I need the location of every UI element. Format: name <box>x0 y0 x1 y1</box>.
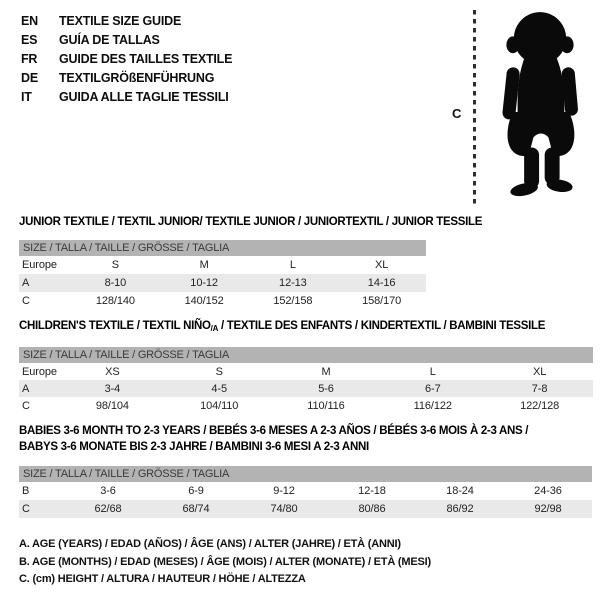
height-cell: 128/140 <box>95 295 135 307</box>
height-cell: 122/128 <box>520 399 560 412</box>
size-header-bar: SIZE / TALLA / TAILLE / GRÖSSE / TAGLIA <box>19 240 426 256</box>
language-title-list: EN TEXTILE SIZE GUIDE ES GUÍA DE TALLAS … <box>21 12 232 107</box>
table-row: C 128/140 140/152 152/158 158/170 <box>19 292 426 310</box>
junior-section-heading: JUNIOR TEXTILE / TEXTIL JUNIOR/ TEXTILE … <box>19 216 483 228</box>
size-cell: XL <box>532 365 547 378</box>
table-row: B 3-6 6-9 9-12 12-18 18-24 24-36 <box>19 482 592 500</box>
language-row-en: EN TEXTILE SIZE GUIDE <box>21 12 232 31</box>
guide-title-de: TEXTILGRÖßENFÜHRUNG <box>59 71 215 85</box>
table-row: C 98/104 104/110 110/116 116/122 122/128 <box>19 397 593 414</box>
size-cell: L <box>289 259 296 271</box>
age-cell: 8-10 <box>71 274 160 292</box>
height-cell: 152/158 <box>273 295 313 307</box>
children-size-table: SIZE / TALLA / TAILLE / GRÖSSE / TAGLIA … <box>19 347 593 414</box>
height-cell: 74/80 <box>240 500 328 518</box>
footnote-a: A. AGE (YEARS) / EDAD (AÑOS) / ÂGE (ANS)… <box>19 538 401 550</box>
row-label: C <box>22 399 30 412</box>
age-cell: 18-24 <box>446 485 474 497</box>
size-cell: S <box>111 259 119 271</box>
age-cell: 7-8 <box>486 380 593 397</box>
age-cell: 4-5 <box>165 380 273 397</box>
footnote-b: B. AGE (MONTHS) / EDAD (MESES) / ÂGE (MO… <box>19 555 431 568</box>
height-cell: 80/86 <box>328 500 416 518</box>
row-label: Europe <box>22 259 57 271</box>
height-cell: 98/104 <box>95 399 129 412</box>
age-cell: 6-7 <box>379 380 487 397</box>
height-cell: 140/152 <box>184 295 224 307</box>
age-cell: 6-9 <box>188 485 204 497</box>
table-row: Europe S M L XL <box>19 256 426 274</box>
height-cell: 110/116 <box>307 399 345 412</box>
age-cell: 12-18 <box>358 485 386 497</box>
height-cell: 104/110 <box>200 399 239 412</box>
language-code: ES <box>21 33 38 47</box>
size-header-bar: SIZE / TALLA / TAILLE / GRÖSSE / TAGLIA <box>19 466 592 482</box>
table-row: A 8-10 10-12 12-13 14-16 <box>19 274 426 292</box>
size-cell: M <box>321 365 331 378</box>
babies-section-heading: BABIES 3-6 MONTH TO 2-3 YEARS / BEBÉS 3-… <box>19 423 579 455</box>
language-code: IT <box>21 90 32 104</box>
age-cell: 24-36 <box>534 485 562 497</box>
language-row-it: IT GUIDA ALLE TAGLIE TESSILI <box>21 88 232 107</box>
age-cell: 3-4 <box>59 380 166 397</box>
size-cell: S <box>215 365 223 378</box>
age-cell: 5-6 <box>272 380 380 397</box>
children-heading-subscript: /A <box>210 324 219 333</box>
age-cell: 14-16 <box>337 274 426 292</box>
language-code: FR <box>21 52 38 66</box>
size-header-bar: SIZE / TALLA / TAILLE / GRÖSSE / TAGLIA <box>19 347 593 363</box>
children-section-heading: CHILDREN'S TEXTILE / TEXTIL NIÑO/A / TEX… <box>19 320 545 333</box>
age-cell: 12-13 <box>248 274 338 292</box>
babies-heading-line2: BABYS 3-6 MONATE BIS 2-3 JAHRE / BAMBINI… <box>19 441 369 453</box>
children-heading-rest: / TEXTILE DES ENFANTS / KINDERTEXTIL / B… <box>218 320 546 332</box>
footnote-c: C. (cm) HEIGHT / ALTURA / HAUTEUR / HÖHE… <box>19 573 306 585</box>
baby-silhouette-icon <box>502 12 578 197</box>
height-cell: 116/122 <box>413 399 452 412</box>
language-row-de: DE TEXTILGRÖßENFÜHRUNG <box>21 69 232 88</box>
guide-title-en: TEXTILE SIZE GUIDE <box>59 14 182 28</box>
height-cell: 86/92 <box>416 500 504 518</box>
guide-title-it: GUIDA ALLE TAGLIE TESSILI <box>59 90 229 104</box>
row-label: C <box>22 295 30 307</box>
row-label: A <box>19 274 71 292</box>
row-label: Europe <box>22 365 57 378</box>
table-row: A 3-4 4-5 5-6 6-7 7-8 <box>19 380 593 397</box>
height-cell: 158/170 <box>362 295 402 307</box>
guide-title-es: GUÍA DE TALLAS <box>59 33 160 47</box>
guide-title-fr: GUIDE DES TAILLES TEXTILE <box>59 52 233 66</box>
table-row: C 62/68 68/74 74/80 80/86 86/92 92/98 <box>19 500 592 518</box>
age-cell: 9-12 <box>273 485 295 497</box>
babies-size-table: SIZE / TALLA / TAILLE / GRÖSSE / TAGLIA … <box>19 466 592 518</box>
age-cell: 3-6 <box>100 485 116 497</box>
age-cell: 10-12 <box>159 274 249 292</box>
size-cell: M <box>199 259 209 271</box>
children-heading-main: CHILDREN'S TEXTILE / TEXTIL NIÑO <box>19 320 211 332</box>
language-code: DE <box>21 71 38 85</box>
height-measure-label: C <box>452 106 462 121</box>
footnote-legend: A. AGE (YEARS) / EDAD (AÑOS) / ÂGE (ANS)… <box>19 536 431 589</box>
language-code: EN <box>21 14 38 28</box>
junior-size-table: SIZE / TALLA / TAILLE / GRÖSSE / TAGLIA … <box>19 240 426 310</box>
size-cell: L <box>429 365 436 378</box>
size-cell: XL <box>374 259 389 271</box>
row-label: C <box>19 500 64 518</box>
table-row: Europe XS S M L XL <box>19 363 593 380</box>
height-measure-dashed-line <box>473 10 476 207</box>
row-label: B <box>22 485 30 497</box>
height-cell: 62/68 <box>64 500 152 518</box>
height-cell: 92/98 <box>504 500 592 518</box>
language-row-fr: FR GUIDE DES TAILLES TEXTILE <box>21 50 232 69</box>
row-label: A <box>19 380 59 397</box>
babies-heading-line1: BABIES 3-6 MONTH TO 2-3 YEARS / BEBÉS 3-… <box>19 425 529 437</box>
language-row-es: ES GUÍA DE TALLAS <box>21 31 232 50</box>
height-cell: 68/74 <box>152 500 240 518</box>
size-cell: XS <box>105 365 120 378</box>
